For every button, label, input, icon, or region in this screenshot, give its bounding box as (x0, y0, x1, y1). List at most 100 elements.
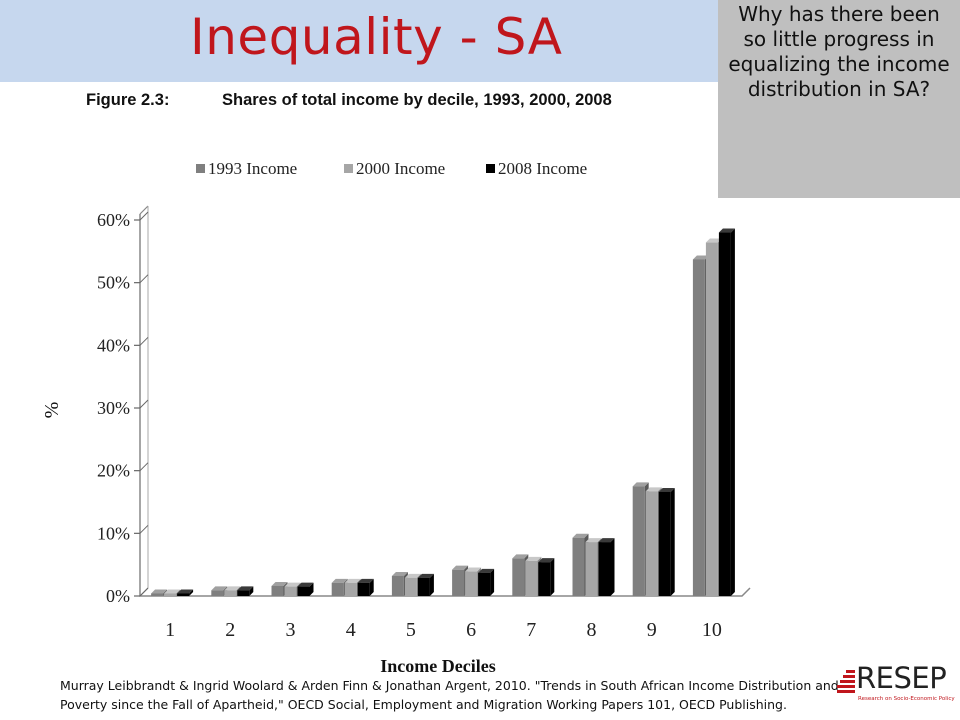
citation: Murray Leibbrandt & Ingrid Woolard & Ard… (60, 678, 839, 712)
x-tick-label: 5 (406, 619, 416, 641)
bar-side (309, 582, 314, 596)
bar (452, 569, 465, 596)
bar (211, 590, 224, 596)
bar-side (730, 228, 735, 597)
bar-top (344, 578, 361, 583)
bar-side (249, 586, 254, 596)
bar (585, 542, 598, 596)
bar (572, 537, 585, 596)
bar (237, 590, 250, 596)
callout-box: Why has there been so little progress in… (718, 0, 960, 198)
bar (297, 586, 310, 596)
bar (164, 593, 177, 596)
bar-side (550, 558, 555, 596)
x-tick-label: 4 (346, 619, 356, 641)
y-tick-label: 60% (97, 210, 130, 230)
bar-top (237, 586, 254, 591)
legend-swatch (196, 164, 205, 173)
axis-frame (139, 214, 751, 597)
title-band (0, 0, 720, 82)
legend-label: 2000 Income (356, 159, 445, 178)
bar-top (632, 482, 649, 487)
bar-side (189, 589, 194, 596)
x-tick-label: 9 (647, 619, 657, 641)
y-tick-depth (139, 587, 149, 597)
bar-side (670, 487, 675, 596)
x-tick-label: 6 (466, 619, 476, 641)
bar-top (465, 567, 482, 572)
legend-label: 2008 Income (498, 159, 587, 178)
bar (538, 562, 551, 596)
y-tick-depth (139, 274, 149, 284)
figure-title-text: Shares of total income by decile, 1993, … (222, 91, 612, 109)
bar (705, 242, 718, 596)
bar (645, 491, 658, 596)
y-axis-title: % (41, 402, 63, 419)
y-tick-depth (139, 399, 149, 409)
y-tick-label: 0% (106, 586, 130, 606)
y-tick-depth (139, 336, 149, 346)
logo-text: RESEP (856, 661, 947, 695)
legend-swatch (344, 164, 353, 173)
bar-side (610, 538, 615, 596)
bar (177, 593, 190, 596)
y-tick-label: 20% (97, 461, 130, 481)
bar-top (284, 582, 301, 587)
logo-tagline: Research on Socio-Economic Policy (858, 696, 955, 702)
x-axis-title: Income Deciles (380, 656, 495, 676)
bar-top (357, 578, 374, 583)
x-tick-label: 1 (165, 619, 175, 641)
bar (598, 542, 611, 596)
chart-bars (151, 228, 735, 597)
bar-top (391, 571, 408, 576)
slide-title: Inequality - SA (190, 8, 563, 66)
bar (331, 582, 344, 596)
bar-top (478, 568, 495, 573)
bar (417, 577, 430, 596)
callout-text: Why has there been so little progress in… (728, 2, 950, 101)
bar-top (404, 573, 421, 578)
bar (284, 586, 297, 596)
bar-top (705, 238, 722, 243)
bar (718, 232, 731, 597)
y-tick-label: 10% (97, 523, 130, 543)
bar-side (429, 573, 434, 596)
bar-top (538, 558, 555, 563)
figure-title: Figure 2.3: Shares of total income by dec… (86, 91, 726, 110)
bar-top (645, 487, 662, 492)
bar-top (585, 538, 602, 543)
bar-side (369, 578, 374, 596)
bar (465, 571, 478, 596)
bar-top (164, 589, 181, 594)
x-tick-label: 2 (225, 619, 235, 641)
y-tick-depth (139, 211, 149, 221)
x-tick-label: 8 (587, 619, 597, 641)
bar (404, 577, 417, 596)
bar (357, 582, 370, 596)
legend-swatch (486, 164, 495, 173)
resep-logo: RESEP Research on Socio-Economic Policy (836, 661, 955, 710)
bar (525, 560, 538, 596)
bar-top (718, 228, 735, 233)
y-tick-depth (139, 462, 149, 472)
bar (344, 582, 357, 596)
bar-top (331, 578, 348, 583)
bar-top (211, 586, 228, 591)
x-tick-label: 3 (286, 619, 296, 641)
bar-top (224, 586, 241, 591)
bar-top (598, 538, 615, 543)
bar (224, 590, 237, 596)
legend-label: 1993 Income (208, 159, 297, 178)
bar-top (297, 582, 314, 587)
y-tick-label: 30% (97, 398, 130, 418)
bar-top (525, 556, 542, 561)
bar-top (692, 255, 709, 260)
bar-side (490, 568, 495, 596)
bar-top (271, 581, 288, 586)
y-tick-label: 40% (97, 335, 130, 355)
chart-legend: 1993 Income 2000 Income 2008 Income (196, 159, 587, 178)
bar (512, 558, 525, 596)
y-tick-depth (139, 524, 149, 534)
bar (478, 572, 491, 596)
